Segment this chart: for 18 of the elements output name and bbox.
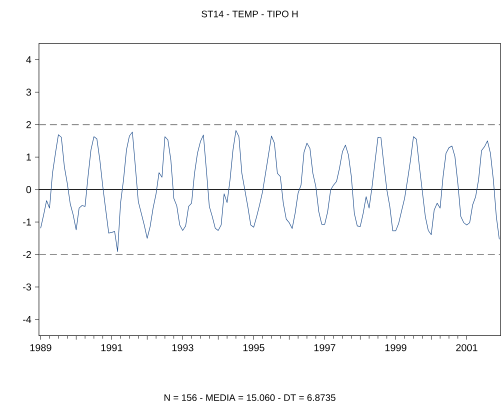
y-tick-label: -4 bbox=[23, 316, 32, 324]
x-tick-label: 1999 bbox=[385, 344, 406, 352]
x-tick-label: 1995 bbox=[243, 344, 264, 352]
x-tick-label: 2001 bbox=[456, 344, 478, 352]
y-tick-label: -2 bbox=[23, 251, 31, 258]
y-tick-label: -1 bbox=[23, 218, 31, 226]
chart-title: ST14 - TEMP - TIPO H bbox=[202, 10, 298, 18]
y-tick-label: 3 bbox=[26, 88, 32, 96]
y-tick-label: 0 bbox=[26, 186, 32, 194]
x-tick-label: 1997 bbox=[314, 344, 336, 352]
text: N = 156 - MEDIA = 15.060 - DT = 6.8735 bbox=[164, 394, 336, 402]
y-tick-label: 1 bbox=[26, 154, 31, 161]
y-tick-label: 4 bbox=[26, 56, 32, 64]
y-tick-label: 2 bbox=[26, 121, 31, 128]
x-tick-label: 1991 bbox=[101, 344, 122, 352]
y-tick-label: -3 bbox=[23, 284, 32, 291]
x-tick-label: 1993 bbox=[172, 344, 194, 352]
x-tick-label: 1989 bbox=[30, 344, 52, 352]
